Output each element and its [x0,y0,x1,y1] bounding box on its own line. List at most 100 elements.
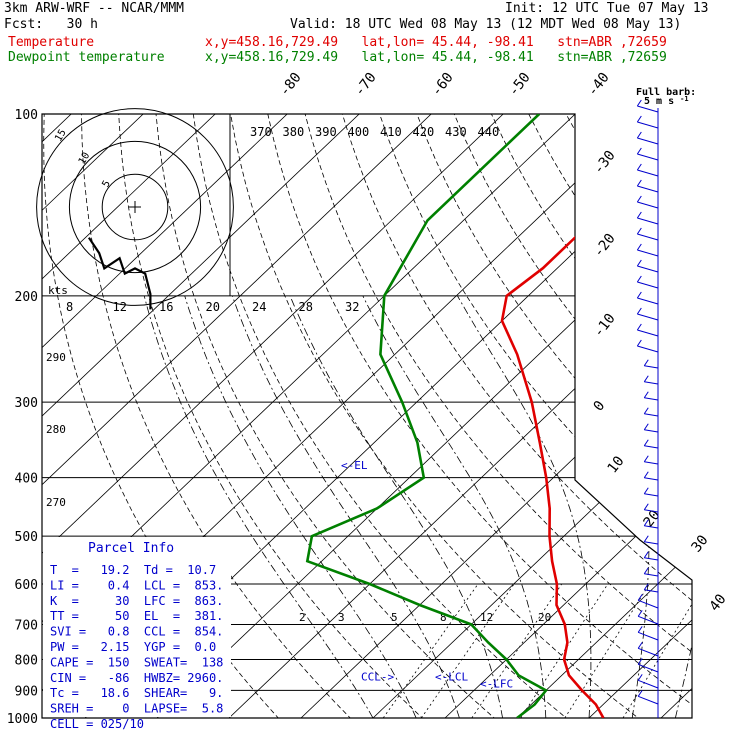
parcel-info-row: TT = 50 EL = 381. [50,609,223,623]
wind-barb-flag [643,551,649,559]
parcel-info-row: K = 30 LFC = 863. [50,594,223,608]
wind-barb [644,397,659,401]
wind-barb [637,169,659,177]
wind-barb [644,573,659,577]
wind-barb [638,663,659,673]
level-marker: <-EL [341,459,368,472]
dry-adiabat [453,114,692,718]
wind-barb [644,541,659,545]
moist-adiabat [289,295,503,718]
wind-barb [637,329,659,337]
parcel-info-row: CAPE = 150 SWEAT= 138 [50,655,223,669]
wind-barb-unit-sup: -1 [680,95,688,103]
wind-barb-flag [636,131,642,139]
wind-barb-flag [636,259,642,267]
isotherm-label: -50 [506,70,534,100]
theta-label: 430 [445,125,467,139]
parcel-info-row: SVI = 0.8 CCL = 854. [50,625,223,639]
wind-barb [637,345,659,353]
isotherm-label: -10 [591,311,619,341]
hodograph-ring [101,173,169,241]
wind-barb [644,429,659,433]
wind-barb [638,599,659,609]
wind-barb [638,647,659,657]
parcel-info-panel [43,537,231,717]
mixing-ratio-line [564,583,650,718]
wind-barb-flag [643,407,649,415]
isotherm-label: -80 [277,70,305,100]
dry-adiabat [379,114,692,718]
dry-adiabat-label: 280 [46,423,66,436]
wind-barb [638,615,659,625]
wind-barb [637,201,659,209]
init-time: Init: 12 UTC Tue 07 May 13 [505,1,709,16]
theta-label: 410 [380,125,402,139]
theta-label: 440 [478,125,500,139]
parcel-info-row: PW = 2.15 YGP = 0.0 [50,640,216,654]
wind-barb [644,509,659,513]
wind-barb [637,185,659,193]
pressure-label: 400 [15,472,38,487]
wind-barb-flag [636,211,642,219]
mixing-ratio-label: 8 [440,611,447,624]
wind-barb-flag [636,291,642,299]
dry-adiabat [342,114,692,718]
isotherm-line [660,114,692,718]
level-marker: CCL-> [361,671,394,684]
wind-barb [637,281,659,289]
dry-adiabat-label: 290 [46,351,66,364]
mixing-ratio-label: 2 [299,611,306,624]
wind-barb [644,477,659,481]
isotherm-line [516,114,692,718]
wind-barb [637,265,659,273]
moist-adiabat [231,295,460,718]
isotherm-line [444,114,692,718]
wind-barb [644,557,659,561]
theta-label: 420 [413,125,435,139]
wind-barb-flag [636,227,642,235]
isotherm-label: -30 [591,148,619,178]
mixing-ratio-line [421,583,515,718]
wind-barb [644,365,659,369]
theta-label: 370 [250,125,272,139]
dry-adiabat [155,114,510,718]
isotherm-label: -40 [585,70,613,100]
isotherm-label: -70 [352,70,380,100]
wind-barb [637,105,659,113]
wind-barb-title: Full barb: [636,87,696,98]
temperature-profile [500,114,685,718]
wind-barb-flag [637,594,643,601]
hodograph-speed-label: 20 [206,300,220,314]
isotherm-line [733,114,740,718]
hodograph-ring-label: 15 [53,128,69,144]
wind-barb-flag [636,163,642,171]
wind-barb [637,297,659,305]
wind-barb-flag [636,275,642,283]
isotherm-line [156,114,692,718]
hodograph-ring [36,108,234,306]
dry-adiabat [528,114,692,718]
dry-adiabat [267,114,692,718]
wind-barb-flag [643,439,649,447]
wind-barb-flag [643,391,649,399]
hodograph-speed-label: 12 [113,300,127,314]
moist-adiabat [362,295,547,718]
wind-barb [644,461,659,465]
pressure-label: 200 [15,290,38,305]
mixing-ratio-label: 5 [391,611,398,624]
dry-adiabat [677,114,692,718]
dry-adiabat [640,114,692,718]
parcel-info-row: T = 19.2 Td = 10.7 [50,563,216,577]
hodograph-trace [87,237,152,310]
wind-barb [644,381,659,385]
moist-adiabat [184,295,417,718]
dry-adiabat [118,114,437,718]
wind-barb-flag [643,535,649,543]
forecast-hour: Fcst: 30 h [4,17,98,32]
wind-barb-flag [636,179,642,187]
wind-barb-flag [643,375,649,383]
hodograph-ring-label: 5 [100,179,113,190]
parcel-info-row: CELL = 025/10 [50,717,144,731]
dry-adiabat [602,114,692,718]
theta-label: 380 [283,125,305,139]
